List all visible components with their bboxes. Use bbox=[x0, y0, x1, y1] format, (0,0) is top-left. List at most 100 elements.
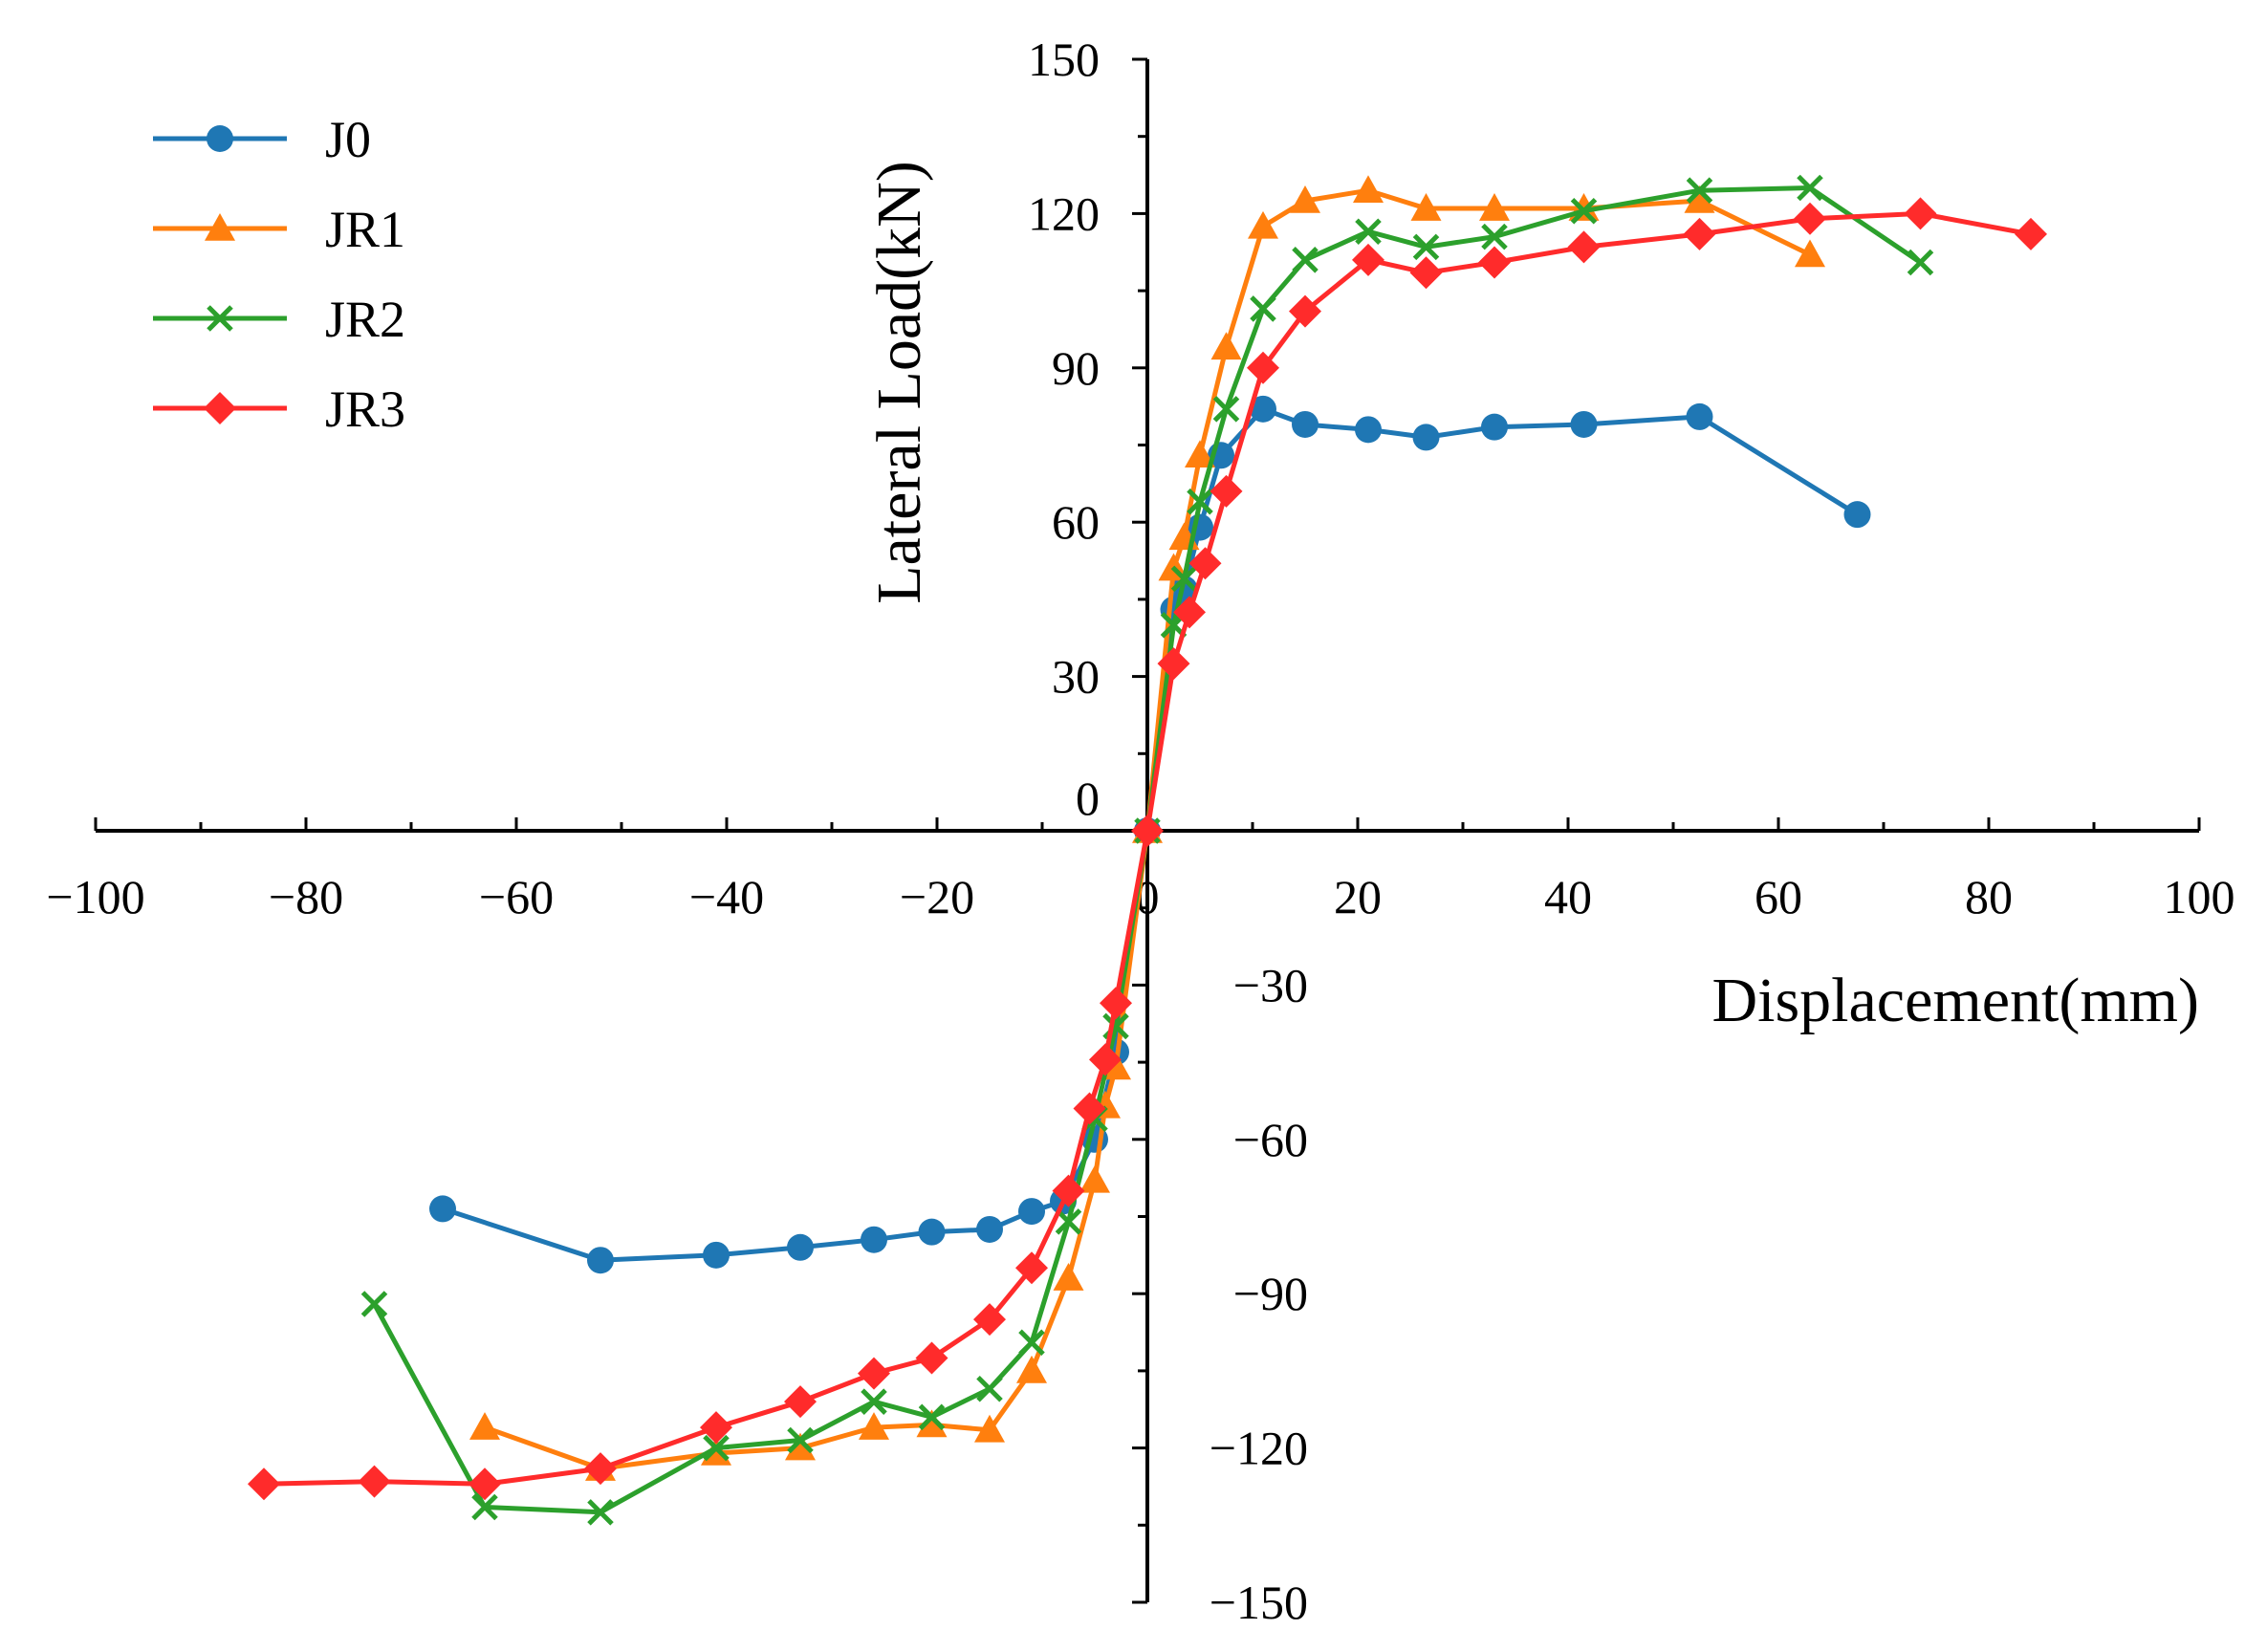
data-point-jr3 bbox=[1683, 217, 1716, 250]
data-point-jr2 bbox=[471, 1493, 498, 1521]
data-point-j0 bbox=[1018, 1198, 1045, 1226]
data-point-jr3 bbox=[1794, 202, 1826, 235]
legend-label: JR3 bbox=[325, 380, 405, 438]
data-point-j0 bbox=[976, 1215, 1003, 1243]
data-point-jr1 bbox=[1185, 440, 1215, 468]
data-point-jr2 bbox=[1412, 233, 1440, 261]
series-line-jr2 bbox=[372, 185, 1922, 1515]
data-point-j0 bbox=[1570, 410, 1598, 438]
data-point-jr3 bbox=[1073, 1092, 1106, 1125]
data-point-jr3 bbox=[1409, 256, 1443, 290]
x-axis-title: Displacement(mm) bbox=[1711, 966, 2199, 1035]
data-point-jr3 bbox=[248, 1467, 280, 1501]
x-tick-label: 20 bbox=[1334, 870, 1382, 924]
data-point-jr3 bbox=[1089, 1043, 1122, 1076]
y-tick-label: 30 bbox=[1052, 650, 1100, 704]
data-point-jr2 bbox=[703, 1434, 730, 1462]
data-point-j0 bbox=[1481, 413, 1508, 441]
legend-marker bbox=[207, 125, 233, 152]
data-point-jr3 bbox=[1052, 1174, 1085, 1207]
y-tick-label: 120 bbox=[1028, 186, 1100, 240]
data-point-jr1 bbox=[1016, 1355, 1047, 1383]
data-point-jr2 bbox=[787, 1426, 814, 1454]
data-point-j0 bbox=[1412, 424, 1440, 451]
data-point-jr3 bbox=[1100, 987, 1132, 1020]
data-point-jr1 bbox=[1079, 1164, 1110, 1193]
y-tick-label: −60 bbox=[1233, 1113, 1308, 1166]
data-point-j0 bbox=[1355, 416, 1382, 444]
data-point-jr2 bbox=[861, 1388, 887, 1415]
series-jr3 bbox=[248, 197, 2047, 1501]
data-point-jr3 bbox=[2015, 217, 2047, 250]
series-jr2 bbox=[360, 174, 1934, 1526]
data-point-jr3 bbox=[1478, 246, 1511, 279]
legend-marker bbox=[207, 305, 233, 332]
y-tick-label: 150 bbox=[1028, 33, 1100, 86]
data-point-jr3 bbox=[1352, 243, 1384, 276]
series-layer bbox=[248, 174, 2047, 1526]
data-point-jr2 bbox=[1355, 218, 1382, 245]
x-tick-label: 40 bbox=[1544, 870, 1592, 924]
data-point-j0 bbox=[918, 1218, 946, 1246]
data-point-jr2 bbox=[1018, 1329, 1045, 1357]
axes: −100 −80 −60 −40 −20 0 20 40 60 80 100 −150 −120 −90 −… bbox=[46, 33, 2234, 1629]
data-point-jr2 bbox=[587, 1499, 614, 1526]
y-tick-label: 60 bbox=[1052, 495, 1100, 549]
data-point-jr3 bbox=[1247, 351, 1279, 384]
data-point-jr2 bbox=[1212, 396, 1240, 423]
legend-label: JR1 bbox=[325, 201, 405, 258]
data-point-jr2 bbox=[1907, 249, 1934, 276]
legend-item-jr2: JR2 bbox=[153, 291, 405, 348]
data-point-j0 bbox=[787, 1233, 814, 1261]
y-tick-label: 90 bbox=[1052, 341, 1100, 395]
x-tick-label: 80 bbox=[1965, 870, 2013, 924]
series-j0 bbox=[429, 395, 1871, 1274]
data-point-jr1 bbox=[974, 1414, 1005, 1443]
y-tick-label: −120 bbox=[1210, 1422, 1308, 1475]
data-point-jr1 bbox=[1248, 210, 1278, 239]
data-point-jr2 bbox=[360, 1291, 388, 1317]
legend-item-jr3: JR3 bbox=[153, 380, 405, 438]
data-point-jr2 bbox=[1686, 177, 1713, 204]
data-point-jr1 bbox=[1290, 185, 1320, 213]
data-point-jr3 bbox=[1157, 647, 1190, 681]
legend-marker bbox=[205, 213, 235, 241]
data-point-j0 bbox=[703, 1241, 730, 1269]
data-point-jr1 bbox=[1053, 1263, 1084, 1291]
data-point-jr3 bbox=[784, 1385, 817, 1419]
data-point-jr3 bbox=[469, 1467, 501, 1501]
data-point-jr2 bbox=[1187, 488, 1213, 515]
data-point-jr1 bbox=[785, 1432, 816, 1461]
data-point-jr1 bbox=[1479, 193, 1510, 221]
x-tick-label: −60 bbox=[479, 870, 554, 924]
data-point-jr3 bbox=[358, 1465, 391, 1498]
data-point-jr3 bbox=[1173, 596, 1206, 629]
x-tick-label: 60 bbox=[1755, 870, 1802, 924]
data-point-j0 bbox=[429, 1195, 456, 1223]
data-point-j0 bbox=[1292, 410, 1319, 438]
data-point-jr3 bbox=[1188, 547, 1222, 580]
x-tick-label: −100 bbox=[46, 870, 144, 924]
y-tick-label: −90 bbox=[1233, 1267, 1308, 1320]
data-point-jr2 bbox=[1481, 223, 1508, 250]
data-point-jr2 bbox=[1250, 295, 1276, 322]
y-axis-title: Lateral Load(kN) bbox=[864, 161, 934, 604]
data-point-jr1 bbox=[859, 1412, 889, 1440]
data-point-jr2 bbox=[1292, 247, 1319, 273]
data-point-j0 bbox=[1250, 395, 1276, 423]
x-tick-label: −20 bbox=[900, 870, 974, 924]
data-point-jr3 bbox=[973, 1303, 1006, 1337]
data-point-jr3 bbox=[1904, 197, 1937, 230]
data-point-jr1 bbox=[1353, 175, 1384, 203]
y-tick-label: −150 bbox=[1210, 1576, 1308, 1629]
data-point-j0 bbox=[861, 1226, 887, 1253]
data-point-j0 bbox=[587, 1247, 614, 1274]
legend-marker bbox=[204, 392, 236, 424]
y-tick-label: −30 bbox=[1233, 958, 1308, 1011]
data-point-jr2 bbox=[918, 1403, 946, 1431]
data-point-jr1 bbox=[1684, 185, 1715, 213]
legend-label: JR2 bbox=[325, 291, 405, 348]
data-point-jr3 bbox=[1131, 815, 1164, 847]
data-point-jr3 bbox=[1210, 474, 1243, 508]
